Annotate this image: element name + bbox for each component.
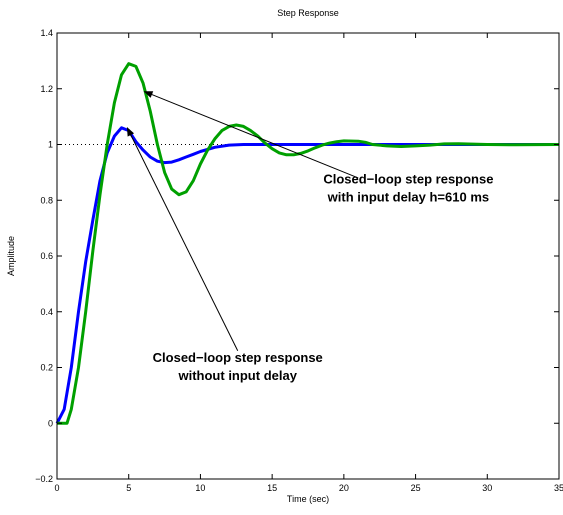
annotation-text-2-line-2: without input delay bbox=[178, 368, 298, 383]
x-tick-label: 0 bbox=[54, 483, 59, 493]
annotation-text-1-line-1: Closed−loop step response bbox=[323, 172, 493, 187]
y-tick-label: 0.8 bbox=[40, 195, 53, 205]
series-layer bbox=[55, 62, 560, 425]
annotation-text-2-line-1: Closed−loop step response bbox=[153, 350, 323, 365]
y-tick-label: 1 bbox=[48, 140, 53, 150]
x-tick-label: 25 bbox=[411, 483, 421, 493]
x-tick-label: 20 bbox=[339, 483, 349, 493]
x-tick-label: 15 bbox=[267, 483, 277, 493]
y-tick-label: 0.2 bbox=[40, 363, 53, 373]
plot-frame bbox=[56, 32, 560, 480]
chart-title: Step Response bbox=[277, 8, 339, 18]
series-line-2 bbox=[57, 62, 560, 425]
annotation-text-1-line-2: with input delay h=610 ms bbox=[327, 190, 489, 205]
x-tick-label: 35 bbox=[554, 483, 563, 493]
y-tick-label: 0 bbox=[48, 418, 53, 428]
x-tick-label: 30 bbox=[482, 483, 492, 493]
x-tick-label: 10 bbox=[195, 483, 205, 493]
y-tick-label: 1.4 bbox=[40, 28, 53, 38]
y-tick-label: 0.6 bbox=[40, 251, 53, 261]
y-tick-label: 0.4 bbox=[40, 307, 53, 317]
series-line-1 bbox=[55, 126, 559, 424]
axes-layer: 0 5 10 15 20 25 30 35−0.200.20.40.60.811.21.4 bbox=[35, 28, 563, 493]
x-axis-label: Time (sec) bbox=[287, 494, 329, 504]
annotation-arrow-2 bbox=[126, 126, 239, 351]
x-tick-label: 5 bbox=[126, 483, 131, 493]
y-tick-label: 1.2 bbox=[40, 84, 53, 94]
annotation-layer: Closed−loop step response with input dela… bbox=[126, 91, 493, 383]
y-tick-label: −0.2 bbox=[35, 474, 53, 484]
y-axis-label: Amplitude bbox=[6, 236, 16, 276]
annotation-arrow-1 bbox=[143, 91, 359, 179]
